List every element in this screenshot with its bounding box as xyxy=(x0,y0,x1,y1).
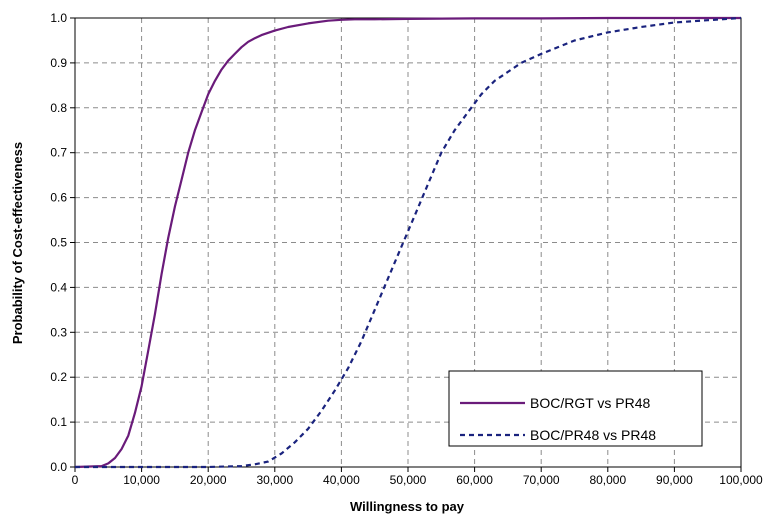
x-tick-label: 30,000 xyxy=(256,473,293,487)
series-group xyxy=(74,16,742,469)
x-tick-label: 10,000 xyxy=(123,473,160,487)
legend-label-boc-rgt: BOC/RGT vs PR48 xyxy=(530,395,651,411)
y-tick-label: 0.0 xyxy=(50,460,67,474)
x-axis-title: Willingness to pay xyxy=(350,499,465,514)
x-tick-label: 0 xyxy=(72,473,79,487)
x-tick-label: 90,000 xyxy=(656,473,693,487)
series-line-1 xyxy=(75,16,742,469)
legend-box xyxy=(448,370,703,447)
x-tick-label: 100,000 xyxy=(719,473,763,487)
y-tick-label: 0.2 xyxy=(50,370,67,384)
y-tick-label: 0.3 xyxy=(50,325,67,339)
y-tick-label: 0.7 xyxy=(50,146,67,160)
ticks: 0 10,000 20,000 30,000 40,000 50,000 60,000 70,… xyxy=(50,11,763,487)
y-tick-label: 0.1 xyxy=(50,415,67,429)
series-line-0 xyxy=(74,16,741,469)
legend: BOC/RGT vs PR48 BOC/PR48 vs PR48 xyxy=(448,370,703,447)
y-tick-label: 0.9 xyxy=(50,56,67,70)
y-tick-label: 0.5 xyxy=(50,236,67,250)
x-tick-label: 80,000 xyxy=(589,473,626,487)
y-axis-title: Probability of Cost-effectiveness xyxy=(10,142,25,344)
y-tick-label: 0.6 xyxy=(50,191,67,205)
x-tick-label: 50,000 xyxy=(390,473,427,487)
y-tick-label: 0.4 xyxy=(50,280,67,294)
y-tick-label: 0.8 xyxy=(50,101,67,115)
x-tick-label: 40,000 xyxy=(323,473,360,487)
grid xyxy=(75,18,741,467)
x-tick-label: 60,000 xyxy=(456,473,493,487)
y-tick-label: 1.0 xyxy=(50,11,67,25)
x-tick-label: 20,000 xyxy=(190,473,227,487)
legend-label-boc-pr48: BOC/PR48 vs PR48 xyxy=(530,427,656,443)
x-tick-label: 70,000 xyxy=(523,473,560,487)
